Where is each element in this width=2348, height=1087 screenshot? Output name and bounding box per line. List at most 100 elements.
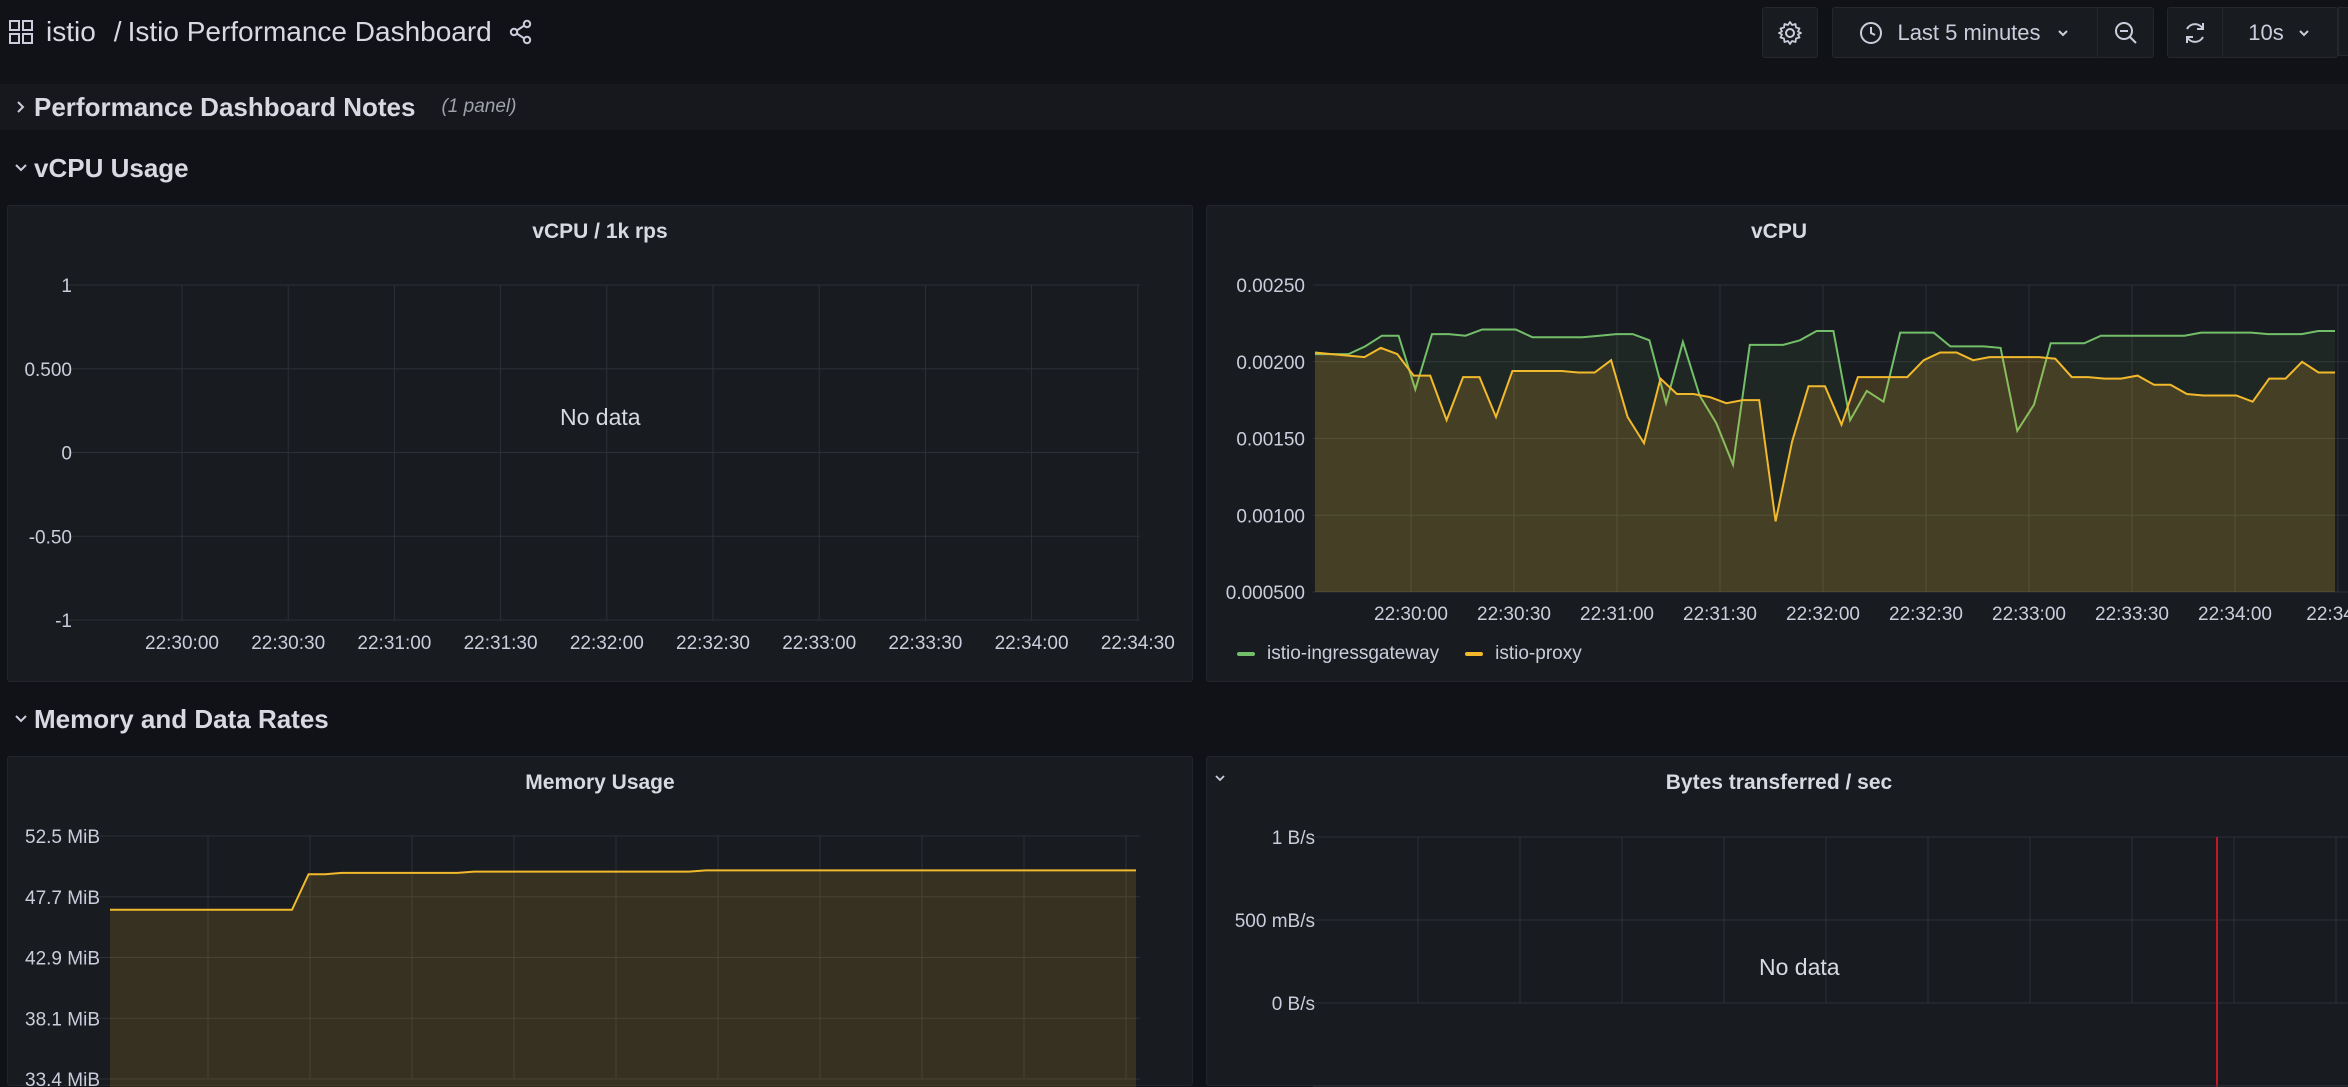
y-tick-label: 500 mB/s xyxy=(1235,911,1315,932)
chevron-down-icon xyxy=(10,161,32,175)
panel-vcpu-per-1k-rps[interactable]: vCPU / 1k rps 1 0.500 0 -0.50 -1 22:30:00 22:3… xyxy=(7,205,1193,682)
series-memory-area xyxy=(110,870,1136,1087)
legend-item-ingressgateway[interactable]: istio-ingressgateway xyxy=(1237,643,1439,665)
panel-title[interactable]: Bytes transferred / sec xyxy=(1207,771,2348,795)
y-tick-label: 1 B/s xyxy=(1272,828,1315,849)
legend-item-proxy[interactable]: istio-proxy xyxy=(1465,643,1582,665)
y-tick-label: 0.00200 xyxy=(1236,353,1305,374)
time-range-label: Last 5 minutes xyxy=(1897,19,2041,45)
breadcrumb-folder[interactable]: istio xyxy=(46,16,96,47)
refresh-icon xyxy=(2186,22,2204,43)
refresh-button[interactable] xyxy=(2168,8,2223,57)
y-tick-label: 0.000500 xyxy=(1226,583,1305,604)
y-tick-label: -1 xyxy=(55,611,72,632)
chevron-down-icon xyxy=(2299,29,2309,36)
panel-vcpu[interactable]: vCPU 0.00250 0.00200 0.00150 0.00100 0.00050… xyxy=(1206,205,2348,682)
clock-icon xyxy=(1860,21,1883,44)
zoom-out-button[interactable] xyxy=(2098,8,2153,57)
y-tick-label: 0 xyxy=(61,444,72,465)
series-proxy-line xyxy=(1314,346,2335,522)
x-tick-label: 22:30:30 xyxy=(1477,604,1551,625)
series-ingressgateway-line xyxy=(1315,328,2335,469)
panel-title-text: Bytes transferred / sec xyxy=(1665,771,1893,794)
y-tick-label: 0.500 xyxy=(24,360,72,381)
y-tick-label: -0.50 xyxy=(29,527,72,548)
x-tick-label: 22:31:30 xyxy=(464,633,538,654)
row-title: vCPU Usage xyxy=(34,152,189,183)
x-tick-label: 22:33:30 xyxy=(2095,604,2169,625)
y-tick-label: 47.7 MiB xyxy=(25,888,100,909)
chart-legend: istio-ingressgateway istio-proxy xyxy=(1237,643,1582,665)
x-tick-label: 22:30:00 xyxy=(1374,604,1448,625)
y-tick-label: 0.00150 xyxy=(1236,430,1305,451)
gear-icon xyxy=(1778,20,1802,45)
y-tick-label: 42.9 MiB xyxy=(25,949,100,970)
row-panel-count: (1 panel) xyxy=(441,96,517,117)
time-controls-group: Last 5 minutes xyxy=(1832,7,2154,58)
vcpu-per-rps-chart: 1 0.500 0 -0.50 -1 22:30:00 22:30:30 22:31:00 22… xyxy=(24,276,1175,654)
panel-title: Memory Usage xyxy=(525,771,675,794)
panel-bytes-transferred[interactable]: Bytes transferred / sec 1 B/s 500 mB/s 0 B… xyxy=(1206,756,2348,1087)
x-tick-label: 22:32:30 xyxy=(676,633,750,654)
chevron-down-icon xyxy=(2057,29,2068,36)
legend-swatch xyxy=(1237,652,1255,656)
refresh-interval-picker[interactable]: 10s xyxy=(2223,8,2337,57)
y-tick-label: 52.5 MiB xyxy=(25,827,100,848)
x-tick-label: 22:31:00 xyxy=(357,633,431,654)
series-memory-line xyxy=(110,869,1136,911)
top-bar: istio / Istio Performance Dashboard xyxy=(0,0,2348,64)
breadcrumb: istio / Istio Performance Dashboard xyxy=(8,10,534,54)
series-ingressgateway-area xyxy=(1315,329,2335,592)
y-tick-label: 33.4 MiB xyxy=(25,1070,100,1087)
x-tick-label: 22:33:00 xyxy=(782,633,856,654)
row-memory-data-rates[interactable]: Memory and Data Rates xyxy=(0,696,329,742)
x-tick-label: 22:34:3 xyxy=(2306,604,2348,625)
y-tick-label: 0 B/s xyxy=(1272,994,1315,1015)
x-tick-label: 22:32:00 xyxy=(1786,604,1860,625)
vcpu-chart: 0.00250 0.00200 0.00150 0.00100 0.000500 22:3… xyxy=(1226,276,2348,625)
refresh-group: 10s xyxy=(2167,7,2338,58)
x-tick-label: 22:30:00 xyxy=(145,633,219,654)
x-tick-label: 22:30:30 xyxy=(251,633,325,654)
no-data-message: No data xyxy=(1759,954,1840,980)
x-tick-label: 22:33:30 xyxy=(888,633,962,654)
row-vcpu-usage[interactable]: vCPU Usage xyxy=(0,145,189,191)
series-proxy-area xyxy=(1315,347,2335,592)
chevron-down-icon xyxy=(1215,775,1225,782)
refresh-interval-label: 10s xyxy=(2248,19,2284,45)
legend-label: istio-proxy xyxy=(1495,643,1582,664)
toolbar-edge xyxy=(2338,7,2348,56)
dashboards-grid-icon[interactable] xyxy=(8,19,34,45)
row-title: Memory and Data Rates xyxy=(34,703,329,734)
legend-swatch xyxy=(1465,652,1484,656)
dashboard-settings-button[interactable] xyxy=(1763,8,1817,57)
x-tick-label: 22:31:30 xyxy=(1683,604,1757,625)
x-tick-label: 22:33:00 xyxy=(1992,604,2066,625)
x-tick-label: 22:32:30 xyxy=(1889,604,1963,625)
y-tick-label: 0.00250 xyxy=(1236,276,1305,297)
row-title: Performance Dashboard Notes xyxy=(34,91,416,122)
dashboard-title[interactable]: Istio Performance Dashboard xyxy=(127,16,492,47)
chevron-right-icon xyxy=(10,100,32,114)
x-tick-label: 22:34:30 xyxy=(1101,633,1175,654)
dashboard-settings-group xyxy=(1762,7,1818,58)
x-tick-label: 22:34:00 xyxy=(995,633,1069,654)
y-tick-label: 38.1 MiB xyxy=(25,1009,100,1030)
no-data-message: No data xyxy=(560,404,641,430)
x-tick-label: 22:32:00 xyxy=(570,633,644,654)
y-tick-label: 1 xyxy=(61,276,72,297)
bytes-chart: 1 B/s 500 mB/s 0 B/s xyxy=(1235,828,2348,1087)
time-range-picker[interactable]: Last 5 minutes xyxy=(1833,8,2098,57)
share-icon[interactable] xyxy=(508,19,534,45)
x-tick-label: 22:31:00 xyxy=(1580,604,1654,625)
memory-chart: 52.5 MiB 47.7 MiB 42.9 MiB 38.1 MiB 33.4 MiB xyxy=(25,827,1140,1087)
x-tick-label: 22:34:00 xyxy=(2198,604,2272,625)
zoom-out-icon xyxy=(2114,21,2137,44)
panel-memory-usage[interactable]: Memory Usage 52.5 MiB 47.7 MiB 42.9 MiB 38.… xyxy=(7,756,1193,1087)
panel-title: vCPU / 1k rps xyxy=(532,220,668,243)
panel-title: vCPU xyxy=(1750,220,1808,243)
row-performance-notes[interactable]: Performance Dashboard Notes (1 panel) xyxy=(0,84,2348,130)
legend-label: istio-ingressgateway xyxy=(1267,643,1440,664)
breadcrumb-separator: / xyxy=(113,16,122,47)
y-tick-label: 0.00100 xyxy=(1236,506,1305,527)
